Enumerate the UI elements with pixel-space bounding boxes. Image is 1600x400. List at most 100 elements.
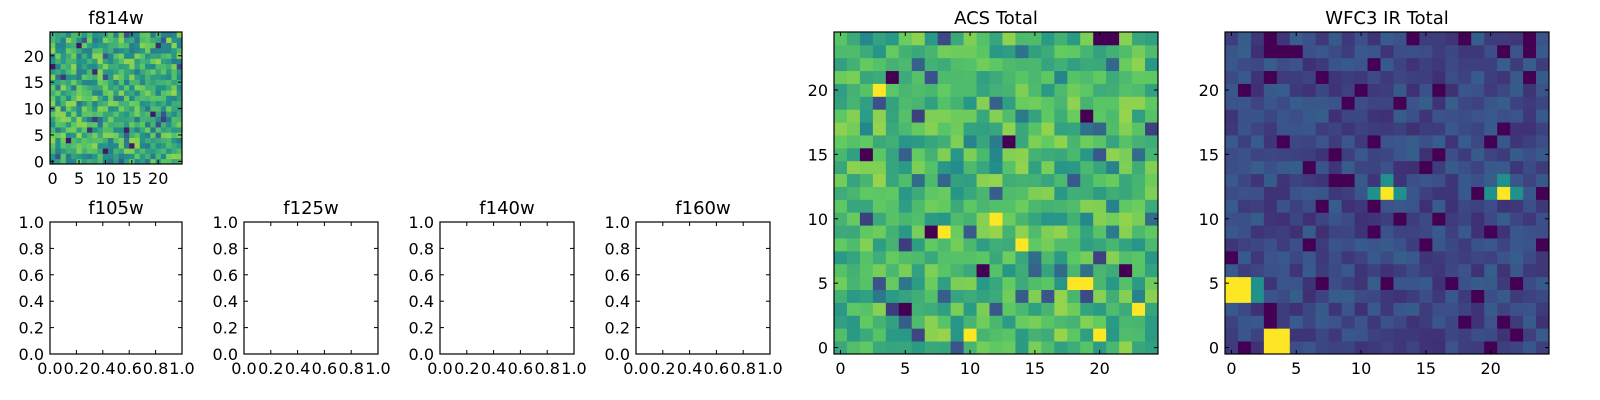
heatmap-cell (1067, 109, 1081, 123)
heatmap-cell (1484, 70, 1498, 84)
heatmap-cell (1458, 122, 1472, 136)
heatmap-cell (1510, 225, 1524, 239)
heatmap-cell (65, 111, 72, 117)
heatmap-cell (129, 84, 135, 91)
heatmap-cell (1289, 109, 1304, 123)
y-tick-label: 0.8 (409, 239, 434, 258)
heatmap-cell (118, 79, 125, 86)
heatmap-cell (1367, 44, 1381, 59)
heatmap-cell (123, 47, 130, 54)
heatmap-cell (160, 37, 167, 43)
heatmap-cell (924, 96, 939, 110)
heatmap-cell (123, 32, 130, 38)
heatmap-cell (976, 238, 990, 252)
heatmap-cell (65, 42, 72, 49)
heatmap-cell (1132, 96, 1146, 110)
heatmap-cell (123, 68, 130, 75)
heatmap-cell (160, 137, 167, 144)
heatmap-cell (937, 96, 952, 110)
y-tick-label: 0.4 (213, 292, 238, 311)
heatmap-cell (950, 122, 964, 136)
heatmap-cell (171, 153, 178, 160)
heatmap-cell (1080, 263, 1094, 278)
heatmap-cell (937, 238, 952, 252)
heatmap-cell (834, 57, 848, 72)
heatmap-cell (885, 276, 900, 290)
heatmap-cell (81, 127, 88, 133)
heatmap-cell (50, 47, 56, 54)
heatmap-cell (1093, 341, 1107, 355)
heatmap-cell (911, 44, 926, 59)
heatmap-cell (846, 135, 861, 149)
heatmap-cell (885, 96, 900, 110)
heatmap-cell (97, 84, 104, 91)
heatmap-cell (76, 137, 83, 144)
heatmap-cell (834, 70, 848, 84)
heatmap-cell (113, 74, 120, 80)
heatmap-cell (123, 100, 130, 107)
heatmap-cell (1276, 250, 1291, 265)
heatmap-cell (1225, 173, 1239, 187)
heatmap-cell (1263, 57, 1278, 72)
heatmap-cell (1419, 57, 1433, 72)
heatmap-cell (1093, 302, 1107, 316)
heatmap-cell (81, 42, 88, 49)
heatmap-cell (1367, 341, 1381, 355)
heatmap-cell (1237, 173, 1252, 187)
heatmap-cell (872, 276, 887, 290)
heatmap-cell (1510, 32, 1524, 46)
heatmap-cell (97, 74, 104, 80)
heatmap-cell (1276, 83, 1291, 97)
heatmap-cell (1419, 83, 1433, 97)
heatmap-cell (71, 74, 77, 80)
heatmap-cell (81, 158, 88, 165)
heatmap-cell (859, 289, 874, 303)
heatmap-cell (1106, 96, 1120, 110)
heatmap-cell (1536, 328, 1550, 342)
heatmap-cell (1145, 57, 1159, 72)
heatmap-cell (1276, 328, 1291, 342)
heatmap-cell (1028, 263, 1042, 278)
heatmap-cell (1093, 225, 1107, 239)
heatmap-cell (937, 250, 952, 265)
heatmap-cell (123, 111, 130, 117)
heatmap-cell (1536, 302, 1550, 316)
heatmap-cell (166, 121, 172, 128)
heatmap-cell (1276, 199, 1291, 213)
heatmap-cell (924, 276, 939, 290)
heatmap-cell (1471, 57, 1485, 72)
heatmap-cell (123, 95, 130, 102)
heatmap-cell (1484, 199, 1498, 213)
heatmap-cell (1471, 173, 1485, 187)
heatmap-cell (118, 90, 125, 96)
heatmap-cell (1484, 302, 1498, 316)
heatmap-cell (911, 328, 926, 342)
heatmap-cell (71, 95, 77, 102)
heatmap-cell (989, 199, 1003, 213)
heatmap-cell (65, 105, 72, 112)
heatmap-cell (1367, 328, 1381, 342)
heatmap-cell (1106, 173, 1120, 187)
heatmap-cell (1497, 122, 1511, 136)
heatmap-cell (1393, 147, 1407, 162)
heatmap-cell (129, 153, 135, 160)
heatmap-cell (963, 44, 977, 59)
heatmap-cell (872, 238, 887, 252)
y-tick-label: 20 (808, 81, 828, 100)
heatmap-cell (1315, 186, 1330, 200)
heatmap-cell (1315, 147, 1330, 162)
heatmap-cell (55, 121, 61, 128)
heatmap-cell (97, 68, 104, 75)
heatmap-cell (846, 70, 861, 84)
heatmap-cell (55, 63, 61, 70)
heatmap-cell (1406, 289, 1420, 303)
heatmap-cell (71, 63, 77, 70)
heatmap-cell (1067, 70, 1081, 84)
heatmap-cell (1119, 199, 1133, 213)
heatmap-cell (1054, 250, 1068, 265)
heatmap-cell (1341, 135, 1355, 149)
heatmap-cell (1225, 44, 1239, 59)
heatmap-cell (1289, 328, 1304, 342)
heatmap-cell (1132, 122, 1146, 136)
heatmap-cell (1002, 341, 1016, 355)
